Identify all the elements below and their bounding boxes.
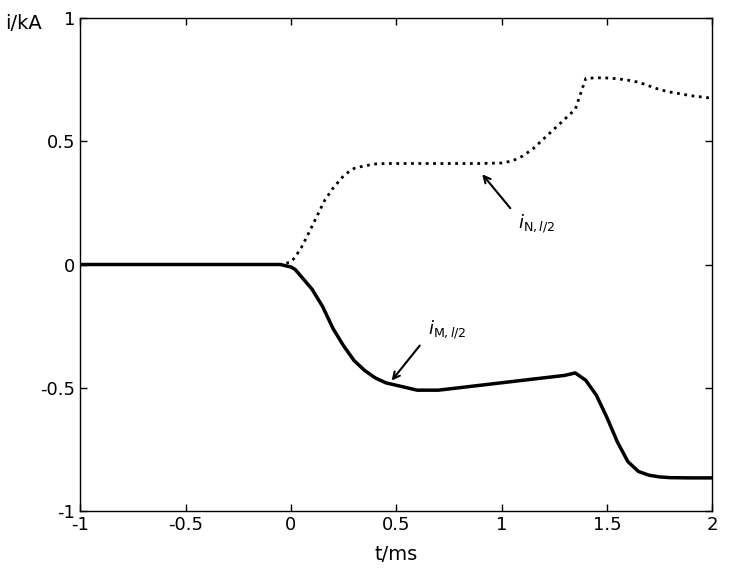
Y-axis label: i/kA: i/kA (5, 14, 42, 33)
X-axis label: t/ms: t/ms (375, 545, 418, 564)
Text: $i_{\mathrm{M},l/2}$: $i_{\mathrm{M},l/2}$ (428, 319, 467, 341)
Text: $i_{\mathrm{N},l/2}$: $i_{\mathrm{N},l/2}$ (518, 213, 555, 235)
